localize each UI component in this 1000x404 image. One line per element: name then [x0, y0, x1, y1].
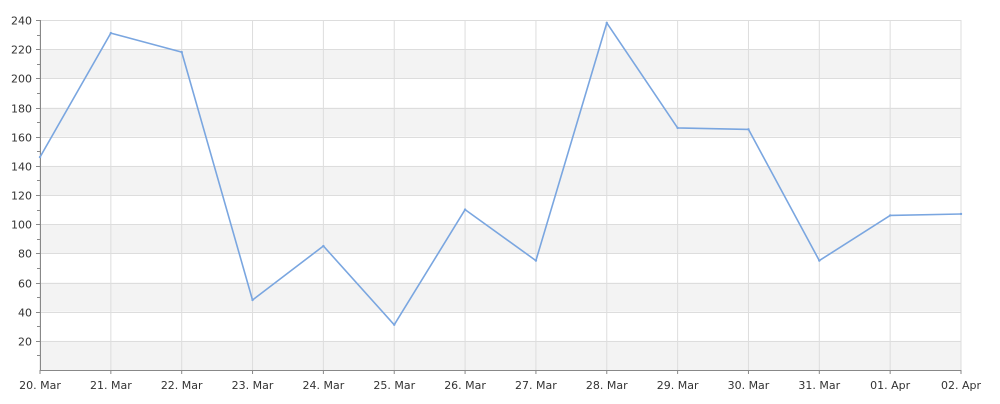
x-tick-label: 31. Mar	[798, 379, 840, 392]
data-point	[322, 244, 325, 248]
x-tick-label: 01. Apr	[870, 379, 910, 392]
background-band	[40, 107, 961, 137]
data-point	[109, 31, 113, 35]
background-band	[40, 49, 961, 79]
data-point	[393, 323, 396, 326]
y-tick-label: 60	[18, 278, 32, 291]
data-point	[818, 259, 821, 262]
data-point	[534, 259, 538, 262]
axes	[40, 20, 961, 371]
x-tick-label: 23. Mar	[232, 379, 274, 392]
y-tick-label: 20	[18, 336, 32, 349]
x-tick-label: 25. Mar	[373, 379, 415, 392]
data-point	[463, 208, 467, 211]
y-tick-label: 120	[11, 190, 32, 203]
background-band	[40, 165, 961, 195]
data-point	[676, 126, 679, 130]
x-tick-label: 28. Mar	[586, 379, 628, 392]
background-band	[40, 282, 961, 312]
y-tick-label: 100	[11, 219, 32, 232]
data-point	[959, 212, 963, 216]
data-point	[888, 214, 892, 217]
data-point	[180, 50, 183, 54]
y-tick-label: 80	[18, 248, 32, 261]
x-tick-label: 02. Apr	[941, 379, 981, 392]
y-tick-label: 40	[18, 307, 32, 320]
x-tick-label: 21. Mar	[90, 379, 132, 392]
x-tick-label: 26. Mar	[444, 379, 486, 392]
background-band	[40, 224, 961, 254]
x-tick-label: 22. Mar	[161, 379, 203, 392]
x-tick-label: 20. Mar	[19, 379, 61, 392]
horizontal-gridlines	[40, 20, 961, 342]
x-tick-label: 29. Mar	[657, 379, 699, 392]
data-point	[605, 21, 608, 25]
x-tick-label: 30. Mar	[728, 379, 770, 392]
data-point	[38, 155, 42, 159]
y-axis-ticks: 20 40 60 80 100 120 140 160 180 200 220 240	[11, 15, 40, 356]
y-tick-label: 160	[11, 132, 32, 145]
data-point	[251, 298, 254, 302]
x-axis-ticks: 20. Mar 21. Mar 22. Mar 23. Mar 24. Mar 25. M…	[19, 370, 981, 392]
data-point	[747, 128, 750, 131]
y-tick-label: 220	[11, 44, 32, 57]
background-bands	[40, 49, 961, 370]
background-band	[40, 340, 961, 370]
series-group	[38, 21, 963, 326]
y-tick-label: 240	[11, 15, 32, 28]
x-tick-label: 24. Mar	[303, 379, 345, 392]
y-tick-label: 200	[11, 73, 32, 86]
y-tick-label: 180	[11, 103, 32, 116]
x-tick-label: 27. Mar	[515, 379, 557, 392]
y-tick-label: 140	[11, 161, 32, 174]
series-line	[39, 22, 962, 326]
